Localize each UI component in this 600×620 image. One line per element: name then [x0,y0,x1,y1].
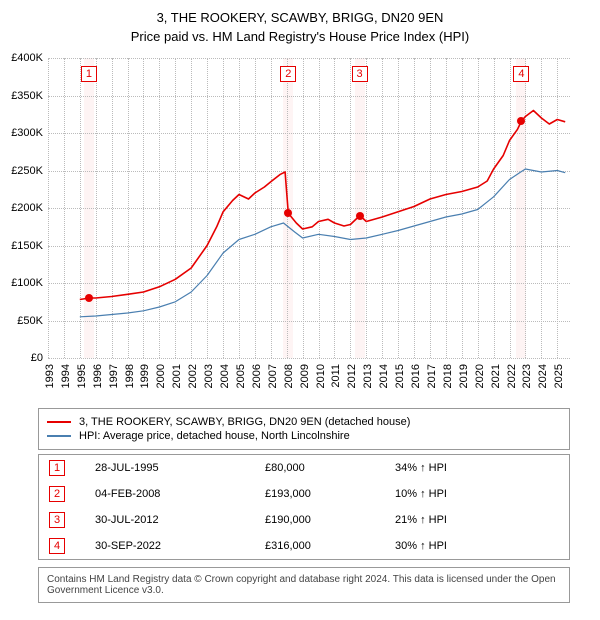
transaction-date: 28-JUL-1995 [65,462,265,474]
series-line [80,169,565,317]
x-axis-tick-label: 2023 [521,364,533,388]
y-axis-tick-label: £300K [11,127,48,139]
x-axis-tick-label: 2012 [346,364,358,388]
y-axis-tick-label: £0 [31,352,48,364]
x-axis-tick-label: 1998 [124,364,136,388]
x-axis-tick-label: 2000 [155,364,167,388]
x-axis-tick-label: 2005 [235,364,247,388]
x-axis-tick-label: 2008 [283,364,295,388]
y-axis-tick-label: £100K [11,277,48,289]
transaction-date: 30-JUL-2012 [65,514,265,526]
transaction-point-label: 3 [352,66,368,82]
x-axis-tick-label: 2019 [458,364,470,388]
x-axis-tick-label: 2014 [378,364,390,388]
x-axis-tick-label: 2024 [537,364,549,388]
transaction-index-box: 2 [49,486,65,502]
transaction-point-marker [517,117,525,125]
x-axis-tick-label: 1997 [108,364,120,388]
x-axis-tick-label: 2004 [219,364,231,388]
x-axis-tick-label: 2017 [426,364,438,388]
transaction-index-box: 1 [49,460,65,476]
x-axis-tick-label: 1996 [92,364,104,388]
series-line [80,111,565,300]
transaction-delta: 30% ↑ HPI [395,540,559,552]
transaction-price: £80,000 [265,462,395,474]
y-axis-tick-label: £150K [11,240,48,252]
x-axis-tick-label: 2009 [299,364,311,388]
transaction-delta: 34% ↑ HPI [395,462,559,474]
transaction-date: 30-SEP-2022 [65,540,265,552]
attribution-box: Contains HM Land Registry data © Crown c… [38,567,570,603]
transaction-delta: 10% ↑ HPI [395,488,559,500]
x-axis-tick-label: 2021 [490,364,502,388]
legend-box: 3, THE ROOKERY, SCAWBY, BRIGG, DN20 9EN … [38,408,570,450]
x-axis-tick-label: 2006 [251,364,263,388]
transaction-price: £190,000 [265,514,395,526]
x-axis-tick-label: 2010 [315,364,327,388]
transaction-point-label: 2 [280,66,296,82]
x-axis-tick-label: 1994 [60,364,72,388]
legend-label: 3, THE ROOKERY, SCAWBY, BRIGG, DN20 9EN … [79,416,410,428]
gridline-horizontal [48,358,570,359]
legend-item: 3, THE ROOKERY, SCAWBY, BRIGG, DN20 9EN … [47,415,561,429]
transaction-row: 204-FEB-2008£193,00010% ↑ HPI [39,481,569,507]
transaction-row: 430-SEP-2022£316,00030% ↑ HPI [39,533,569,559]
transaction-row: 330-JUL-2012£190,00021% ↑ HPI [39,507,569,533]
x-axis-tick-label: 2001 [171,364,183,388]
x-axis-tick-label: 2016 [410,364,422,388]
chart-title-subtitle: Price paid vs. HM Land Registry's House … [0,25,600,50]
y-axis-tick-label: £200K [11,202,48,214]
legend-label: HPI: Average price, detached house, Nort… [79,430,350,442]
chart-lines [48,58,570,358]
x-axis-tick-label: 2002 [187,364,199,388]
transaction-point-label: 4 [513,66,529,82]
x-axis-tick-label: 1999 [139,364,151,388]
transaction-row: 128-JUL-1995£80,00034% ↑ HPI [39,455,569,481]
legend-swatch [47,435,71,437]
x-axis-tick-label: 1993 [44,364,56,388]
transactions-table: 128-JUL-1995£80,00034% ↑ HPI204-FEB-2008… [38,454,570,560]
legend-swatch [47,421,71,423]
y-axis-tick-label: £250K [11,165,48,177]
transaction-delta: 21% ↑ HPI [395,514,559,526]
y-axis-tick-label: £400K [11,52,48,64]
x-axis-tick-label: 2020 [474,364,486,388]
transaction-date: 04-FEB-2008 [65,488,265,500]
x-axis-tick-label: 1995 [76,364,88,388]
transaction-price: £316,000 [265,540,395,552]
y-axis-tick-label: £50K [17,315,48,327]
transaction-price: £193,000 [265,488,395,500]
transaction-point-marker [284,209,292,217]
x-axis-tick-label: 2015 [394,364,406,388]
x-axis-tick-label: 2022 [506,364,518,388]
legend-item: HPI: Average price, detached house, Nort… [47,429,561,443]
transaction-index-box: 3 [49,512,65,528]
x-axis-tick-label: 2025 [553,364,565,388]
transaction-point-label: 1 [81,66,97,82]
chart-title-address: 3, THE ROOKERY, SCAWBY, BRIGG, DN20 9EN [0,0,600,25]
x-axis-tick-label: 2003 [203,364,215,388]
x-axis-tick-label: 2011 [330,364,342,388]
y-axis-tick-label: £350K [11,90,48,102]
x-axis-tick-label: 2007 [267,364,279,388]
x-axis-tick-label: 2018 [442,364,454,388]
transaction-point-marker [85,294,93,302]
transaction-index-box: 4 [49,538,65,554]
chart-plot-area: £0£50K£100K£150K£200K£250K£300K£350K£400… [48,58,570,358]
transaction-point-marker [356,212,364,220]
x-axis-tick-label: 2013 [362,364,374,388]
